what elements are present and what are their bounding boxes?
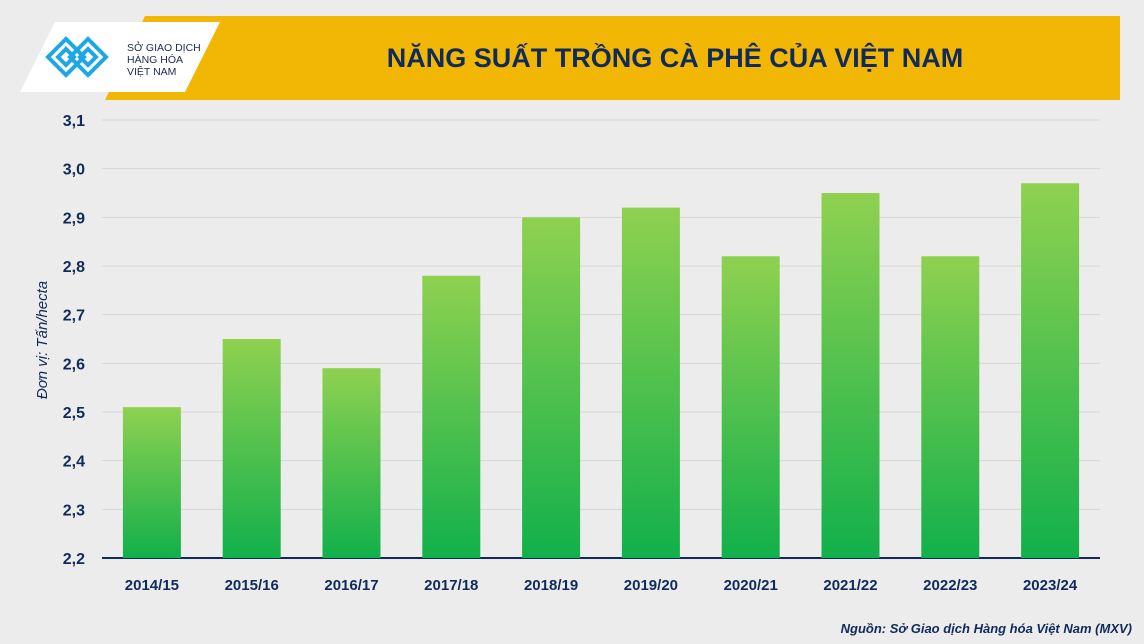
y-tick-label: 3,0 — [63, 162, 85, 179]
logo-mark-icon — [40, 22, 120, 92]
logo-line: VIỆT NAM — [127, 66, 177, 78]
x-tick-label: 2021/22 — [823, 577, 877, 594]
x-tick-label: 2023/24 — [1023, 577, 1078, 594]
y-tick-label: 2,6 — [63, 356, 85, 373]
x-tick-label: 2019/20 — [624, 577, 678, 594]
mxv-logo: SỞ GIAO DỊCH HÀNG HÓA VIỆT NAM — [20, 22, 220, 92]
bar — [921, 256, 980, 558]
x-tick-label: 2017/18 — [424, 577, 478, 594]
bar — [222, 339, 281, 558]
y-tick-label: 2,8 — [63, 259, 85, 276]
y-tick-label: 2,3 — [63, 502, 85, 519]
y-tick-label: 2,7 — [63, 308, 85, 325]
bar — [621, 207, 680, 558]
y-tick-label: 3,1 — [63, 113, 85, 130]
x-tick-label: 2015/16 — [225, 577, 279, 594]
x-tick-label: 2016/17 — [324, 577, 378, 594]
logo-line: HÀNG HÓA — [127, 54, 184, 66]
title-banner — [105, 16, 1120, 100]
x-tick-label: 2020/21 — [724, 577, 778, 594]
bar — [322, 368, 381, 558]
chart-title: NĂNG SUẤT TRỒNG CÀ PHÊ CỦA VIỆT NAM — [386, 43, 964, 73]
bar — [821, 193, 880, 558]
logo-line: SỞ GIAO DỊCH — [127, 42, 201, 54]
y-tick-label: 2,5 — [63, 405, 85, 422]
source-note: Nguồn: Sở Giao dịch Hàng hóa Việt Nam (M… — [840, 621, 1132, 636]
y-tick-label: 2,2 — [63, 551, 85, 568]
bar — [721, 256, 780, 558]
y-axis-label: Đơn vị: Tấn/hecta — [34, 281, 51, 399]
bar — [422, 275, 481, 558]
y-tick-label: 2,4 — [63, 454, 85, 471]
x-tick-label: 2022/23 — [923, 577, 977, 594]
x-tick-label: 2018/19 — [524, 577, 578, 594]
bar — [1021, 183, 1080, 558]
logo-text: SỞ GIAO DỊCH HÀNG HÓA VIỆT NAM — [127, 42, 201, 78]
x-tick-label: 2014/15 — [125, 577, 179, 594]
bar — [122, 407, 181, 558]
y-tick-label: 2,9 — [63, 210, 85, 227]
bar — [522, 217, 581, 559]
